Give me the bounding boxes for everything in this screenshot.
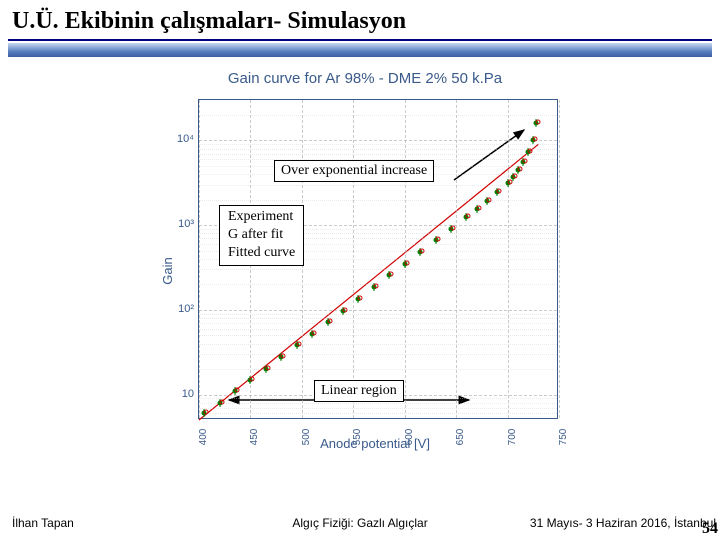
data-point-fit <box>466 213 471 218</box>
gridline-minor-h <box>199 269 557 270</box>
ytick-label: 10⁴ <box>164 133 194 145</box>
chart-container: Gain curve for Ar 98% - DME 2% 50 k.Pa G… <box>140 70 590 490</box>
xtick-label: 700 <box>507 429 518 446</box>
xtick-label: 600 <box>404 429 415 446</box>
legend: ExperimentG after fitFitted curve <box>219 205 304 266</box>
gridline-minor-h <box>199 344 557 345</box>
data-point-fit <box>451 225 456 230</box>
data-point-fit <box>327 318 332 323</box>
chart-title: Gain curve for Ar 98% - DME 2% 50 k.Pa <box>140 70 590 87</box>
gridline-minor-h <box>199 329 557 330</box>
footer-author: İlhan Tapan <box>12 516 74 530</box>
data-point-fit <box>435 237 440 242</box>
header-gradient-bar <box>8 43 712 57</box>
footer-date: 31 Mayıs- 3 Haziran 2016, İstanbul <box>530 516 716 530</box>
gridline-v <box>508 100 509 418</box>
y-axis-label: Gain <box>160 257 175 284</box>
data-point-fit <box>507 180 512 185</box>
data-point-fit <box>476 205 481 210</box>
gridline-minor-h <box>199 408 557 409</box>
annotation-over-exponential: Over exponential increase <box>274 160 434 182</box>
data-point-fit <box>219 399 224 404</box>
data-point-fit <box>204 410 209 415</box>
ytick-label: 10 <box>164 388 194 400</box>
data-point-fit <box>389 272 394 277</box>
gridline-minor-h <box>199 335 557 336</box>
legend-item: Experiment <box>228 208 295 226</box>
xtick-label: 450 <box>249 429 260 446</box>
page-title: U.Ü. Ekibinin çalışmaları- Simulasyon <box>0 0 720 39</box>
gridline-minor-h <box>199 149 557 150</box>
data-point-fit <box>250 376 255 381</box>
data-point-fit <box>281 353 286 358</box>
data-point-fit <box>420 249 425 254</box>
data-point-fit <box>235 387 240 392</box>
xtick-label: 550 <box>352 429 363 446</box>
data-point-fit <box>536 120 541 125</box>
data-point-fit <box>343 307 348 312</box>
ytick-label: 10² <box>164 303 194 315</box>
gridline-minor-h <box>199 200 557 201</box>
data-point-fit <box>358 295 363 300</box>
gridline-minor-h <box>199 154 557 155</box>
xtick-label: 400 <box>198 429 209 446</box>
gridline-h <box>199 310 557 311</box>
xtick-label: 500 <box>301 429 312 446</box>
data-point-fit <box>497 189 502 194</box>
xtick-label: 750 <box>558 429 569 446</box>
data-point-fit <box>517 166 522 171</box>
legend-item: Fitted curve <box>228 244 295 262</box>
data-point-fit <box>487 197 492 202</box>
ytick-label: 10³ <box>164 218 194 230</box>
plot-area: ExperimentG after fitFitted curve Over e… <box>198 99 558 419</box>
title-underline <box>8 39 712 41</box>
data-point-fit <box>523 158 528 163</box>
gridline-v <box>353 100 354 418</box>
gridline-minor-h <box>199 185 557 186</box>
gridline-minor-h <box>199 354 557 355</box>
data-point-fit <box>312 330 317 335</box>
data-point-fit <box>373 284 378 289</box>
gridline-v <box>559 100 560 418</box>
page-number: 54 <box>702 520 718 538</box>
gridline-minor-h <box>199 323 557 324</box>
gridline-minor-h <box>199 318 557 319</box>
gridline-minor-h <box>199 144 557 145</box>
legend-item: G after fit <box>228 226 295 244</box>
gridline-minor-h <box>199 369 557 370</box>
gridline-minor-h <box>199 115 557 116</box>
data-point-fit <box>265 366 270 371</box>
data-point-fit <box>528 149 533 154</box>
data-point-fit <box>512 173 517 178</box>
data-point-fit <box>533 137 538 142</box>
footer-subject: Algıç Fiziği: Gazlı Algıçlar <box>292 516 427 530</box>
gridline-minor-h <box>199 413 557 414</box>
annotation-linear-region: Linear region <box>314 380 404 402</box>
data-point-fit <box>296 342 301 347</box>
data-point-fit <box>404 260 409 265</box>
gridline-v <box>199 100 200 418</box>
gridline-h <box>199 140 557 141</box>
gridline-v <box>456 100 457 418</box>
gridline-minor-h <box>199 403 557 404</box>
plot: Gain ExperimentG after fitFitted curve O… <box>160 91 590 451</box>
gridline-minor-h <box>199 314 557 315</box>
xtick-label: 650 <box>455 429 466 446</box>
